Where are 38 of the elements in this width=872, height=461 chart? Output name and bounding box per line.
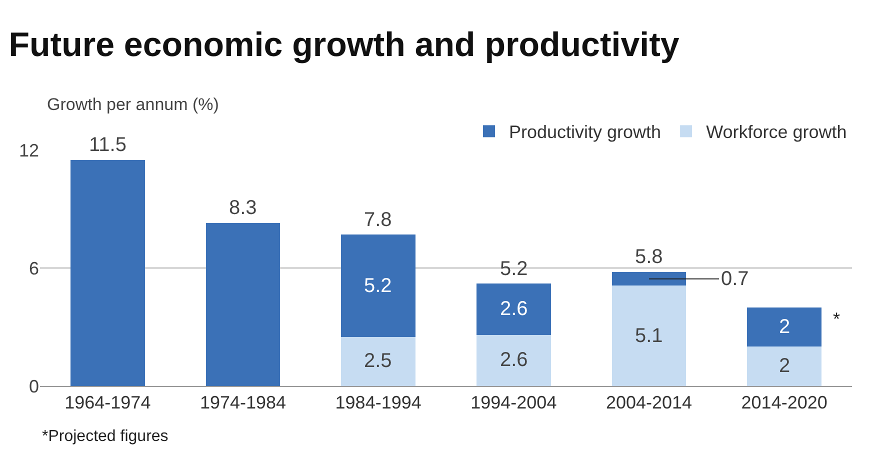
- x-tick-label: 2004-2014: [606, 392, 692, 413]
- x-tick-label: 1974-1984: [200, 392, 286, 413]
- data-label: 2.6: [500, 349, 528, 371]
- bar: [341, 234, 416, 337]
- x-tick-label: 1964-1974: [64, 392, 151, 413]
- y-axis-title: Growth per annum (%): [47, 95, 219, 114]
- data-label: 2.6: [500, 298, 528, 320]
- total-label: 5.2: [500, 258, 528, 280]
- text: *Projected figures: [42, 428, 168, 445]
- total-label: 11.5: [89, 134, 126, 156]
- x-tick-label: 1994-2004: [470, 392, 557, 413]
- data-label: 2: [779, 355, 790, 377]
- data-label: 2: [779, 316, 790, 338]
- data-label: 5.1: [635, 325, 663, 347]
- y-tick-label: 6: [28, 258, 39, 278]
- data-label: 2.5: [364, 350, 392, 372]
- data-label: 0.7: [721, 268, 749, 290]
- chart-title: Future economic growth and productivity: [8, 26, 680, 64]
- bar: [612, 286, 686, 386]
- bar: [476, 334, 551, 386]
- bar: [747, 346, 822, 386]
- x-tick-label: 2014-2020: [741, 392, 828, 413]
- bar: [70, 160, 145, 386]
- legend-label: Workforce growth: [706, 122, 847, 142]
- y-tick-label: 0: [28, 376, 39, 396]
- total-label: 5.8: [635, 246, 663, 268]
- bar: [206, 222, 280, 386]
- annotation: *: [833, 309, 840, 329]
- data-label: 5.2: [364, 275, 392, 297]
- total-label: 8.3: [229, 197, 257, 219]
- bar: [612, 272, 686, 286]
- y-tick-label: 12: [18, 140, 39, 160]
- bar: [341, 336, 416, 386]
- x-tick-label: 1984-1994: [335, 392, 422, 413]
- legend-label: Productivity growth: [509, 122, 662, 142]
- bar: [476, 284, 551, 335]
- total-label: 7.8: [364, 209, 392, 231]
- bar: [747, 307, 822, 347]
